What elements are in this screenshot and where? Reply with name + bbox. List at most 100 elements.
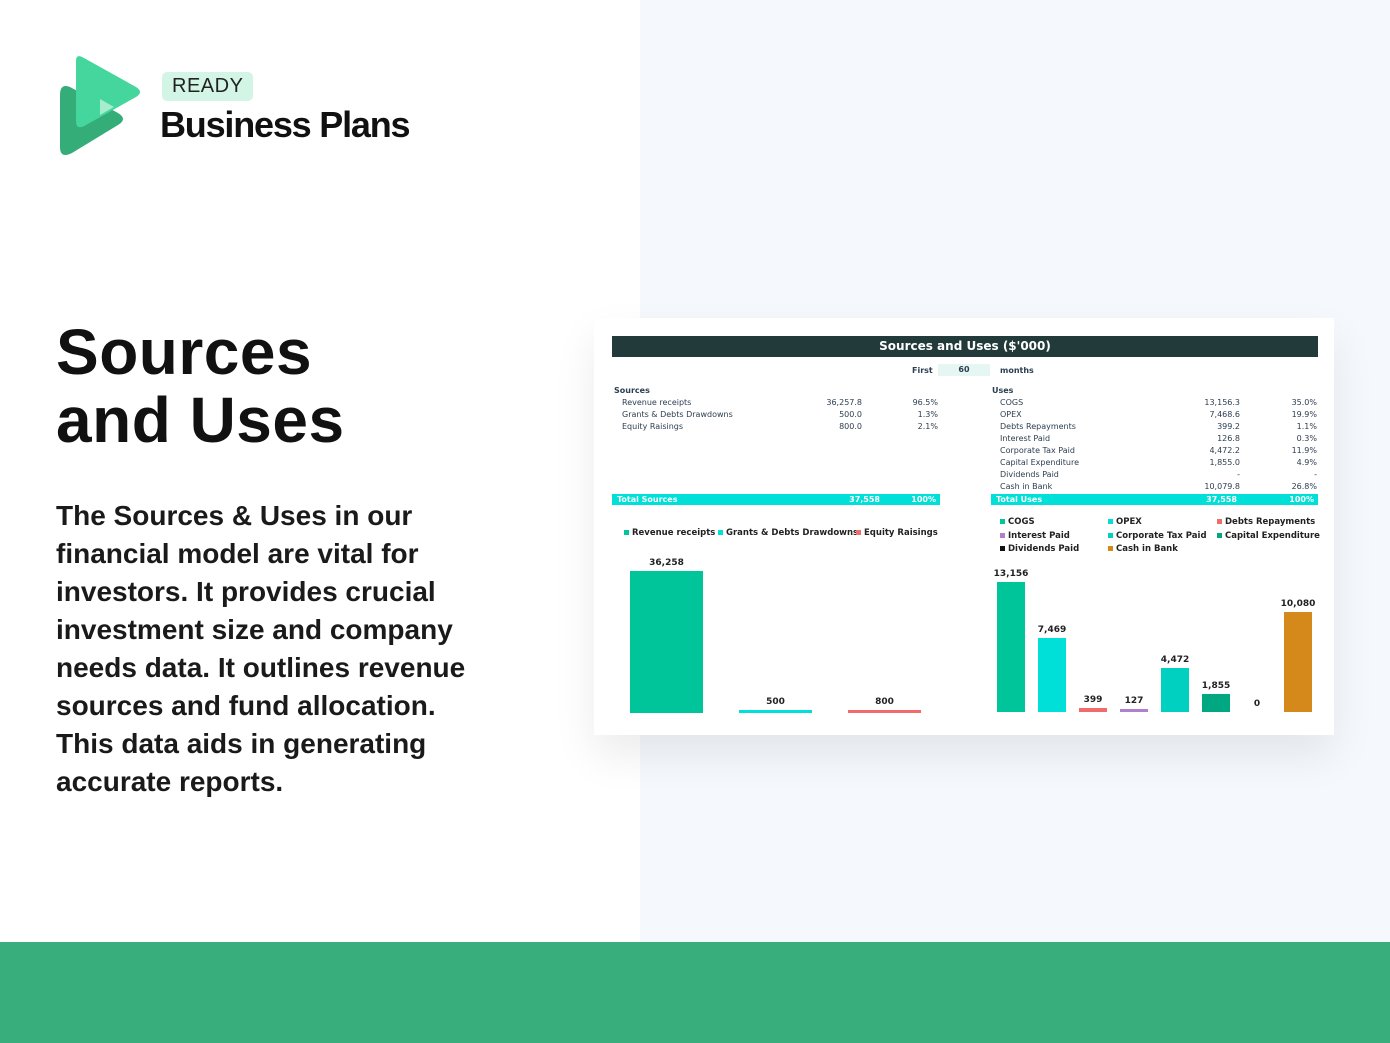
source-row-pct: 2.1% <box>917 422 938 431</box>
legend-swatch <box>1000 519 1005 524</box>
bar <box>1202 693 1230 712</box>
title-line-2: and Uses <box>56 384 345 456</box>
total-value: 37,558 <box>849 495 880 504</box>
use-row-label: Dividends Paid <box>1000 470 1059 479</box>
legend-item: Equity Raisings <box>856 528 938 538</box>
bar-label: 800 <box>875 696 894 707</box>
title-line-1: Sources <box>56 316 313 388</box>
legend-item: OPEX <box>1108 517 1142 527</box>
bar-label: 7,469 <box>1037 625 1067 636</box>
bar-label: 0 <box>1253 699 1261 709</box>
source-row-value: 36,257.8 <box>826 398 862 407</box>
use-row-label: COGS <box>1000 398 1024 407</box>
total-label: Total Uses <box>996 495 1043 504</box>
bar-label: 399 <box>1083 695 1103 706</box>
source-row-label: Revenue receipts <box>622 398 692 407</box>
legend-swatch <box>1108 546 1113 551</box>
legend-label: Corporate Tax Paid <box>1116 531 1207 541</box>
legend-label: Equity Raisings <box>864 528 938 538</box>
use-row-label: Corporate Tax Paid <box>1000 446 1075 455</box>
description: The Sources & Uses in our financial mode… <box>56 500 466 797</box>
legend-item: Grants & Debts Drawdowns <box>718 528 858 538</box>
bar-label: 10,080 <box>1280 599 1316 610</box>
use-row-label: OPEX <box>1000 410 1022 419</box>
legend-swatch <box>718 530 723 535</box>
legend-swatch <box>1108 519 1113 524</box>
use-row-pct: - <box>1314 470 1317 479</box>
use-row-pct: 35.0% <box>1291 398 1317 407</box>
legend-swatch <box>856 530 861 535</box>
legend-item: COGS <box>1000 517 1035 527</box>
use-row-value: 13,156.3 <box>1204 398 1240 407</box>
use-row-pct: 19.9% <box>1291 410 1317 419</box>
page-title: Sources and Uses <box>56 318 345 454</box>
legend-swatch <box>1000 533 1005 538</box>
source-row-label: Equity Raisings <box>622 422 684 431</box>
total-pct: 100% <box>1289 495 1314 504</box>
bar-label: 13,156 <box>993 569 1029 579</box>
legend-label: Dividends Paid <box>1008 544 1080 554</box>
use-row-value: 399.2 <box>1217 422 1240 431</box>
legend-label: Debts Repayments <box>1225 517 1316 527</box>
legend-swatch <box>624 530 629 535</box>
months-label: months <box>1000 366 1034 375</box>
use-row-value: 7,468.6 <box>1209 410 1240 419</box>
use-row-value: 10,079.8 <box>1204 482 1240 491</box>
uses-heading: Uses <box>992 386 1014 395</box>
bar-label: 127 <box>1124 696 1144 706</box>
bar-label: 1,855 <box>1201 680 1231 691</box>
legend-item: Corporate Tax Paid <box>1108 531 1207 541</box>
legend-item: Debts Repayments <box>1217 517 1315 527</box>
first-label: First <box>912 366 933 375</box>
bar <box>630 571 703 713</box>
bar-label: 4,472 <box>1160 654 1190 665</box>
use-row-label: Capital Expenditure <box>1000 458 1079 467</box>
legend-swatch <box>1000 546 1005 551</box>
bar <box>1161 667 1189 712</box>
logo-icon <box>60 56 140 155</box>
legend-swatch <box>1217 519 1222 524</box>
legend-label: Revenue receipts <box>632 528 716 538</box>
brand-name: Business Plans <box>160 104 411 145</box>
period-input[interactable]: 60 <box>938 364 990 376</box>
bar <box>1079 708 1107 712</box>
use-row-value: - <box>1237 470 1240 479</box>
use-row-label: Interest Paid <box>1000 434 1051 443</box>
legend-item: Capital Expenditure <box>1217 531 1320 541</box>
use-row-label: Cash in Bank <box>1000 482 1053 491</box>
legend-label: Grants & Debts Drawdowns <box>726 528 859 538</box>
use-row-label: Debts Repayments <box>1000 422 1076 431</box>
legend-item: Revenue receipts <box>624 528 715 538</box>
legend-swatch <box>1108 533 1113 538</box>
legend-label: OPEX <box>1116 517 1142 527</box>
use-row-pct: 11.9% <box>1291 446 1317 455</box>
source-row-label: Grants & Debts Drawdowns <box>622 410 733 419</box>
source-row-pct: 1.3% <box>917 410 938 419</box>
use-row-value: 1,855.0 <box>1209 458 1240 467</box>
use-row-pct: 26.8% <box>1291 482 1317 491</box>
sheet-title: Sources and Uses ($'000) <box>612 336 1318 357</box>
bar <box>739 710 812 713</box>
legend-label: COGS <box>1008 517 1035 527</box>
sources-uses-sheet: Sources and Uses ($'000) First 60 months… <box>594 318 1334 735</box>
bar-label: 36,258 <box>649 558 684 568</box>
use-row-pct: 0.3% <box>1296 434 1317 443</box>
source-row-value: 800.0 <box>839 422 862 431</box>
total-uses-row: Total Uses 37,558 100% <box>991 494 1318 505</box>
ready-badge: READY <box>162 72 254 101</box>
bar <box>997 582 1025 712</box>
bar <box>1038 638 1066 712</box>
legend-label: Cash in Bank <box>1116 544 1178 554</box>
use-row-value: 126.8 <box>1217 434 1240 443</box>
legend-label: Interest Paid <box>1008 531 1070 541</box>
use-row-pct: 4.9% <box>1296 458 1317 467</box>
bar <box>1120 709 1148 712</box>
total-label: Total Sources <box>617 495 678 504</box>
use-row-pct: 1.1% <box>1296 422 1317 431</box>
bar <box>1284 612 1312 712</box>
footer-band <box>0 942 1390 1043</box>
sources-heading: Sources <box>614 386 650 395</box>
legend-swatch <box>1217 533 1222 538</box>
source-row-pct: 96.5% <box>912 398 938 407</box>
total-pct: 100% <box>911 495 936 504</box>
